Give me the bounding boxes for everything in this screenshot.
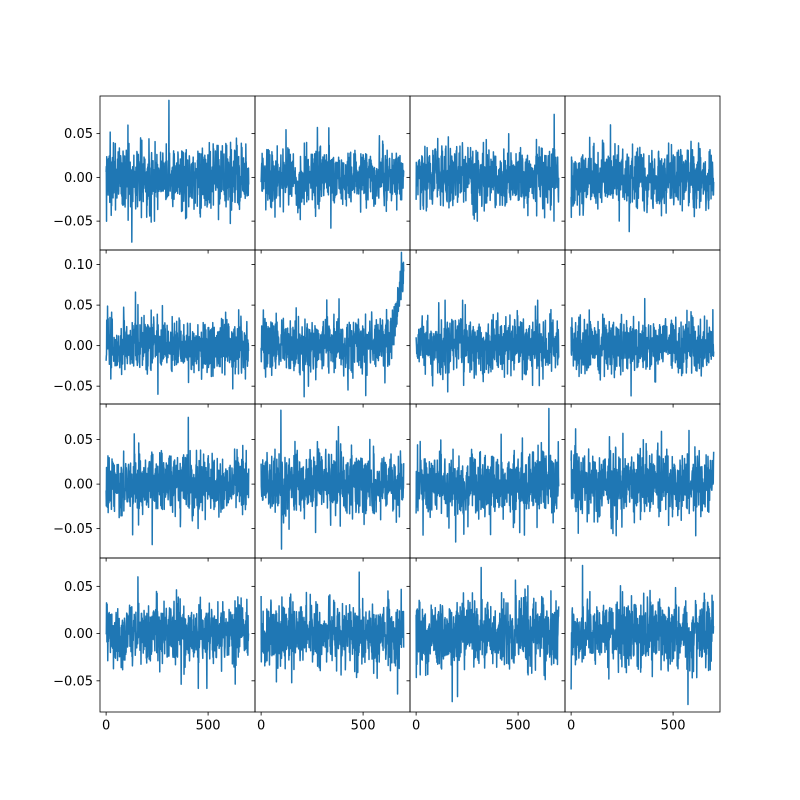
series-line	[570, 564, 715, 706]
x-tick-label: 500	[196, 719, 221, 734]
subplot-2-2	[406, 403, 566, 562]
series-line	[105, 99, 250, 243]
x-tick-label: 0	[102, 719, 110, 734]
subplot-3-3: 0 500	[561, 557, 721, 734]
series-line	[415, 566, 560, 703]
subplot-0-3	[561, 95, 721, 254]
subplot-0-2	[406, 95, 566, 254]
subplot-3-2: 0 500	[406, 557, 566, 734]
axes-frame	[564, 557, 721, 713]
series-line	[260, 251, 405, 398]
x-tick-label: 0	[257, 719, 265, 734]
series-line	[105, 416, 250, 546]
subplot-2-0: −0.05 0.00 0.05	[53, 403, 256, 562]
subplot-2-3	[561, 403, 721, 562]
subplot-1-1	[251, 249, 411, 408]
series-line	[415, 113, 560, 222]
subplot-0-0: −0.05 0.00 0.05	[53, 95, 256, 254]
subplot-3-1: 0 500	[251, 557, 411, 734]
subplot-1-2	[406, 249, 566, 408]
series-line	[105, 576, 250, 690]
series-line	[415, 407, 560, 543]
series-line	[570, 124, 715, 233]
series-line	[105, 291, 250, 396]
series-line	[415, 299, 560, 393]
y-tick-label: −0.05	[53, 380, 93, 395]
y-tick-label: 0.00	[64, 171, 93, 186]
y-tick-label: 0.05	[64, 299, 93, 314]
series-line	[260, 409, 405, 550]
series-line	[260, 126, 405, 229]
subplot-3-0: −0.05 0.00 0.05 0 500	[53, 557, 256, 734]
y-tick-label: −0.05	[53, 215, 93, 230]
y-tick-label: 0.05	[64, 433, 93, 448]
x-tick-label: 0	[412, 719, 420, 734]
subplot-1-0: −0.05 0.00 0.05 0.10	[53, 249, 256, 408]
y-tick-label: 0.05	[64, 580, 93, 595]
series-line	[570, 428, 715, 537]
x-tick-label: 500	[506, 719, 531, 734]
y-tick-label: 0.10	[64, 258, 93, 273]
x-tick-label: 500	[661, 719, 686, 734]
subplot-2-1	[251, 403, 411, 562]
y-tick-label: −0.05	[53, 522, 93, 537]
y-tick-label: 0.00	[64, 478, 93, 493]
x-tick-label: 500	[351, 719, 376, 734]
subplot-1-3	[561, 249, 721, 408]
y-tick-label: 0.05	[64, 127, 93, 142]
y-tick-label: 0.00	[64, 627, 93, 642]
x-tick-label: 0	[567, 719, 575, 734]
y-tick-label: 0.00	[64, 339, 93, 354]
series-line	[570, 297, 715, 397]
y-tick-label: −0.05	[53, 674, 93, 689]
subplot-0-1	[251, 95, 411, 254]
series-line	[260, 571, 405, 695]
